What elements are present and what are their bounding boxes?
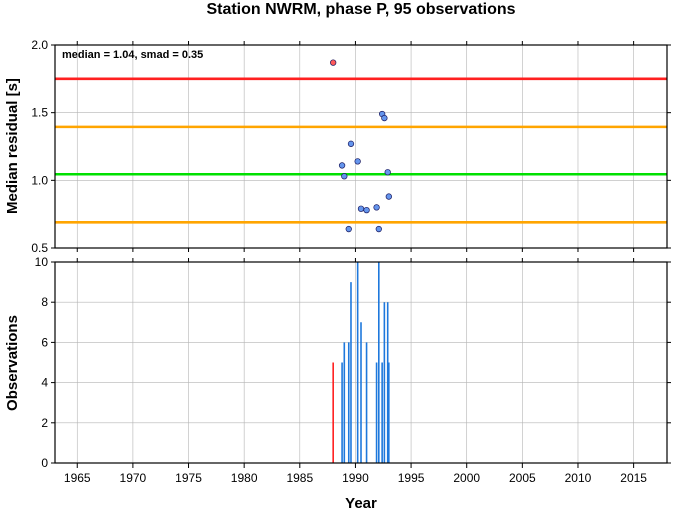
top-y-axis-label: Median residual [s] bbox=[4, 78, 21, 214]
residual-panel: 0.5 1.0 1.5 2.0 bbox=[31, 38, 671, 255]
x-tick-label: 1990 bbox=[342, 471, 369, 485]
x-tick-label: 2000 bbox=[453, 471, 480, 485]
x-tick-label: 1970 bbox=[120, 471, 147, 485]
bottom-plot-frame bbox=[54, 261, 668, 464]
residual-point bbox=[345, 225, 352, 233]
x-tick-label: 1965 bbox=[64, 471, 91, 485]
top-y-tick-label: 1.0 bbox=[31, 173, 48, 187]
residual-point bbox=[357, 205, 365, 212]
x-tick-label: 2015 bbox=[620, 471, 647, 485]
top-plot-frame bbox=[54, 44, 668, 249]
top-y-tick-label: 0.5 bbox=[31, 241, 48, 255]
bottom-y-tick-label: 4 bbox=[41, 376, 48, 390]
chart-title: Station NWRM, phase P, 95 observations bbox=[206, 1, 515, 18]
residual-point bbox=[384, 169, 391, 176]
x-tick-label: 2005 bbox=[509, 471, 536, 485]
residual-point bbox=[347, 140, 355, 147]
residual-point bbox=[381, 114, 388, 122]
bottom-y-tick-label: 8 bbox=[41, 295, 48, 309]
x-tick-label: 1980 bbox=[231, 471, 258, 485]
median-smad-annotation: median = 1.04, smad = 0.35 bbox=[62, 49, 203, 61]
bottom-y-tick-label: 0 bbox=[41, 456, 48, 470]
residual-point bbox=[375, 225, 382, 233]
residual-point bbox=[338, 162, 346, 169]
bottom-y-tick-label: 2 bbox=[41, 416, 48, 430]
x-tick-label: 1995 bbox=[398, 471, 425, 485]
residual-point bbox=[330, 59, 337, 66]
residual-point bbox=[341, 173, 348, 180]
residual-point bbox=[363, 206, 370, 214]
bottom-y-tick-label: 10 bbox=[35, 255, 49, 269]
top-y-tick-label: 2.0 bbox=[31, 38, 48, 52]
x-tick-label: 2010 bbox=[565, 471, 592, 485]
observations-panel: 0 2 4 6 8 10 1965 1970 1975 1980 1985 1990 1995 2000 2… bbox=[35, 255, 671, 485]
x-tick-label: 1985 bbox=[286, 471, 313, 485]
residual-point bbox=[385, 193, 392, 200]
x-axis-label: Year bbox=[345, 495, 377, 511]
residual-point bbox=[373, 204, 380, 211]
residual-point bbox=[354, 158, 361, 165]
top-y-tick-label: 1.5 bbox=[31, 106, 48, 120]
bottom-y-tick-label: 6 bbox=[41, 335, 48, 349]
bottom-y-axis-label: Observations bbox=[4, 315, 21, 411]
x-tick-label: 1975 bbox=[175, 471, 202, 485]
